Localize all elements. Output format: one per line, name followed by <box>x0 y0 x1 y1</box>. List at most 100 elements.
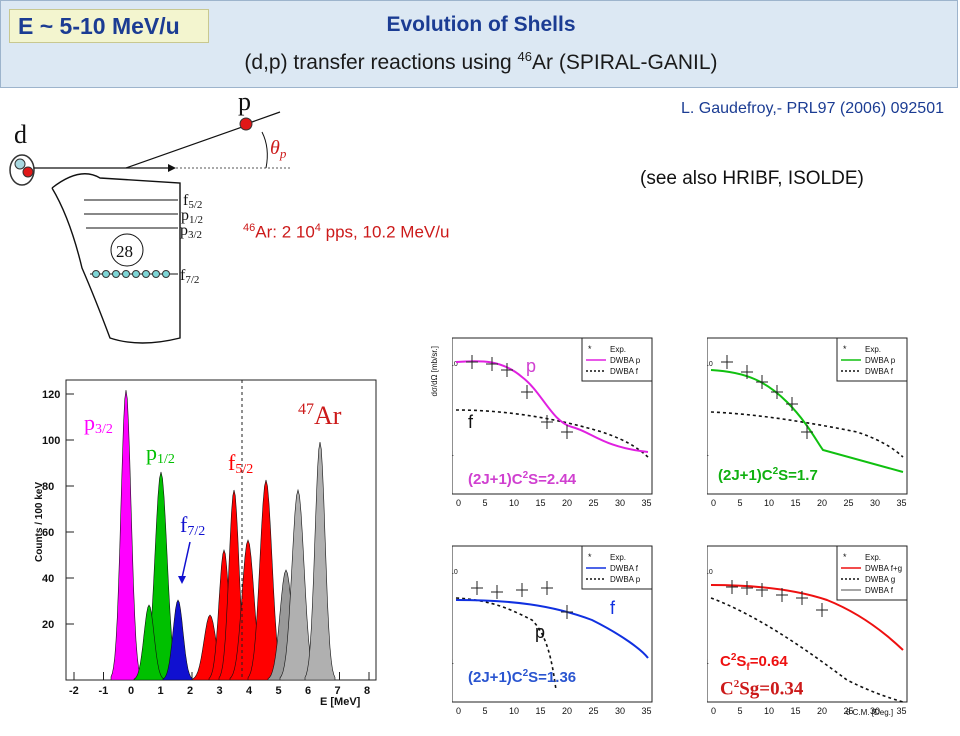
xtick-label: 15 <box>536 706 546 716</box>
peak-unassigned-c <box>304 441 336 681</box>
ytick-label: 10 <box>707 361 713 368</box>
data-point <box>726 580 738 594</box>
xtick-label: 25 <box>844 498 854 508</box>
f72-arrowhead-icon <box>178 576 186 584</box>
data-point <box>521 385 533 399</box>
spectrum-xtick-label: 8 <box>364 685 370 697</box>
see-also-note: (see also HRIBF, ISOLDE) <box>640 168 864 189</box>
ytick-label: 10 <box>452 361 458 368</box>
dwba-dashed-curve <box>455 409 649 458</box>
spectrum-xtick-label: 0 <box>128 685 134 697</box>
level-label-f52: f5/2 <box>183 192 202 211</box>
peak-f72 <box>162 599 194 681</box>
spectrum-xtick-label: -1 <box>99 685 109 697</box>
energy-tag: E ~ 5-10 MeV/u <box>9 9 209 43</box>
spectrum-ylabel: Counts / 100 keV <box>34 482 45 562</box>
magic-number-circle <box>110 233 144 267</box>
spectrum-xtick-label: 7 <box>335 685 341 697</box>
ytick-label: 10 <box>707 569 713 576</box>
xtick-label: 5 <box>738 498 743 508</box>
xtick-label: 15 <box>791 706 801 716</box>
peak-label-p12: p1/2 <box>146 440 175 467</box>
xtick-label: 10 <box>509 498 519 508</box>
spectrum-xlabel: E [MeV] <box>320 696 361 708</box>
xtick-label: 20 <box>562 498 572 508</box>
data-point <box>776 588 788 602</box>
isotope-label: 47Ar <box>298 401 342 430</box>
data-point <box>786 397 798 411</box>
xtick-label: 30 <box>615 498 625 508</box>
data-point <box>491 585 503 599</box>
xtick-label: 5 <box>483 498 488 508</box>
spectrum-ytick-label: 100 <box>42 435 60 447</box>
xtick-label: 0 <box>711 706 716 716</box>
data-point <box>771 385 783 399</box>
energy-spectrum: Counts / 100 keV 20 40 60 80 100 120 -2 -1 0 1 2 3… <box>34 379 377 708</box>
legend-entry: Exp. <box>865 553 881 562</box>
dwba-solid-curve <box>710 369 904 473</box>
peak-p12-b <box>133 604 165 681</box>
legend: * Exp. DWBA p DWBA f <box>581 337 653 382</box>
xtick-label: 35 <box>642 706 652 716</box>
svg-text:*: * <box>588 552 592 562</box>
spectrum-peaks <box>110 389 336 681</box>
xtick-label: 35 <box>897 498 907 508</box>
ytick-label: 1 <box>452 659 454 666</box>
xtick-label: 0 <box>456 498 461 508</box>
xtick-label: 5 <box>738 706 743 716</box>
nucleon-row <box>92 270 170 278</box>
spectrum-ytick-label: 80 <box>42 481 54 493</box>
data-point <box>561 425 573 439</box>
data-point <box>501 363 513 377</box>
legend-entry: DWBA p <box>610 575 641 584</box>
spectrum-xtick-label: 2 <box>187 685 193 697</box>
dwba-dashed-curve <box>710 411 904 458</box>
legend-entry: DWBA p <box>865 356 896 365</box>
svg-text:*: * <box>843 552 847 562</box>
xtick-label: 30 <box>615 706 625 716</box>
xtick-label: 20 <box>817 498 827 508</box>
theta-label: θp <box>270 137 287 161</box>
data-point <box>541 415 553 429</box>
xtick-label: 35 <box>642 498 652 508</box>
xtick-label: 30 <box>870 498 880 508</box>
dwba-solid-curve <box>455 599 649 659</box>
spectrum-ytick-label: 40 <box>42 573 54 585</box>
spectrum-yticks: 20 40 60 80 100 120 <box>42 389 74 631</box>
magic-number: 28 <box>116 242 133 261</box>
xtick-label: 5 <box>483 706 488 716</box>
panel1-label-f: f <box>468 412 474 432</box>
level-label-p32: p3/2 <box>180 222 202 241</box>
ytick-label: 1 <box>707 451 709 458</box>
panel4-c2sg: C2Sg=0.34 <box>720 678 804 700</box>
slide-subtitle: (d,p) transfer reactions using 46Ar (SPI… <box>244 49 718 74</box>
panel3-c2s: (2J+1)C2S=1.36 <box>468 668 577 686</box>
proton-label: p <box>238 88 251 116</box>
ytick-label: 1 <box>452 451 454 458</box>
xtick-label: 0 <box>711 498 716 508</box>
peak-label-f52: f5/2 <box>228 450 253 477</box>
ytick-label: 1 <box>707 659 709 666</box>
panel3-label-f: f <box>610 598 616 618</box>
level-label-f72: f7/2 <box>180 267 199 286</box>
data-point <box>741 365 753 379</box>
svg-text:*: * <box>843 344 847 354</box>
spectrum-xtick-label: 3 <box>217 685 223 697</box>
xtick-label: 25 <box>844 706 854 716</box>
data-point <box>796 591 808 605</box>
outgoing-proton-track <box>125 125 246 169</box>
data-point <box>801 425 813 439</box>
svg-text:*: * <box>588 344 592 354</box>
data-point <box>756 583 768 597</box>
legend-entry: DWBA f <box>865 367 894 376</box>
data-point <box>486 357 498 371</box>
beam-arrowhead-icon <box>168 164 176 172</box>
data-point <box>541 581 553 595</box>
proton-icon <box>239 117 253 131</box>
xtick-label: 30 <box>870 706 880 716</box>
data-point <box>741 581 753 595</box>
legend-entry: DWBA f+g <box>865 564 902 573</box>
data-point <box>471 581 483 595</box>
